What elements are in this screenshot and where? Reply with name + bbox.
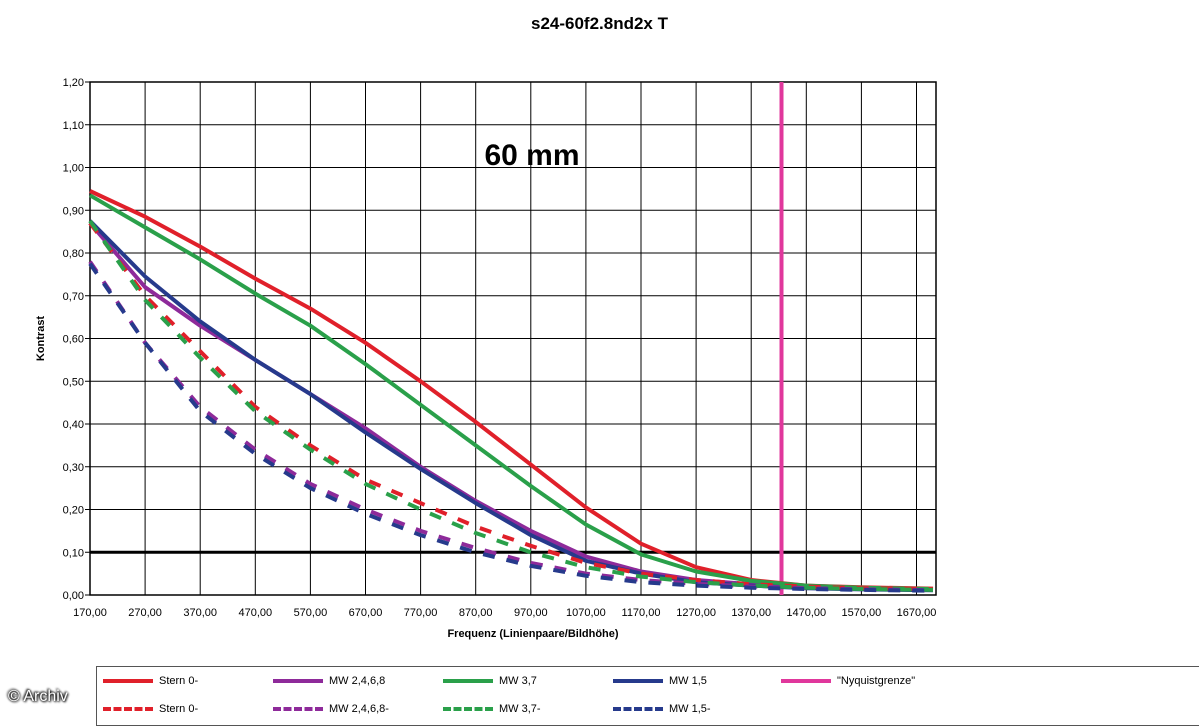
y-tick-label: 0,60	[63, 334, 84, 346]
legend-swatch	[443, 679, 493, 683]
legend-swatch	[273, 679, 323, 683]
x-tick-label: 970,00	[514, 607, 548, 619]
chart-plot: 0,00 0,10 0,20 0,30 0,40 0,50 0,60 0,70 0,80 0,90…	[35, 77, 937, 640]
legend-label: MW 1,5-	[669, 703, 711, 715]
x-tick-label: 670,00	[349, 607, 383, 619]
y-axis-label: Kontrast	[35, 316, 47, 362]
x-tick-label: 1170,00	[622, 607, 661, 619]
legend-swatch	[103, 679, 153, 683]
y-tick-label: 0,50	[63, 376, 84, 388]
y-tick-label: 0,80	[63, 248, 84, 260]
x-tick-label: 170,00	[73, 607, 107, 619]
legend-row-dashed: Stern 0- MW 2,4,6,8- MW 3,7- MW 1,5-	[97, 699, 1199, 719]
y-tick-label: 0,00	[63, 590, 84, 602]
legend-swatch	[443, 707, 493, 711]
legend-label: MW 3,7-	[499, 703, 541, 715]
legend-item: MW 2,4,6,8-	[273, 699, 389, 719]
legend-label: MW 2,4,6,8-	[329, 703, 389, 715]
legend-swatch	[273, 707, 323, 711]
x-tick-label: 370,00	[183, 607, 217, 619]
legend-item: Stern 0-	[103, 671, 198, 691]
legend-swatch	[103, 707, 153, 711]
legend-item: MW 3,7	[443, 671, 537, 691]
legend-swatch	[613, 679, 663, 683]
y-tick-label: 1,10	[63, 120, 84, 132]
series-line-dashed	[88, 219, 934, 592]
legend-label: "Nyquistgrenze"	[837, 675, 916, 687]
y-tick-label: 1,20	[63, 77, 84, 89]
x-tick-label: 1070,00	[566, 607, 606, 619]
y-tick-label: 0,90	[63, 205, 84, 217]
x-tick-label: 470,00	[238, 607, 272, 619]
series-line	[88, 193, 934, 591]
legend-row-solid: Stern 0- MW 2,4,6,8 MW 3,7 MW 1,5 "Nyqui…	[97, 671, 1199, 691]
legend-label: Stern 0-	[159, 675, 199, 687]
x-tick-label: 1370,00	[731, 607, 771, 619]
x-tick-label: 1470,00	[786, 607, 826, 619]
legend-item: Stern 0-	[103, 699, 198, 719]
legend-label: MW 3,7	[499, 675, 537, 687]
x-tick-label: 1670,00	[897, 607, 937, 619]
x-tick-label: 1270,00	[676, 607, 716, 619]
legend-item: MW 1,5	[613, 671, 707, 691]
legend: Stern 0- MW 2,4,6,8 MW 3,7 MW 1,5 "Nyqui…	[96, 666, 1199, 726]
legend-item: MW 1,5-	[613, 699, 711, 719]
copyright-credit: © Archiv	[8, 688, 68, 705]
y-tick-label: 0,70	[63, 291, 84, 303]
legend-swatch	[781, 679, 831, 683]
x-tick-label: 870,00	[459, 607, 493, 619]
x-axis-label: Frequenz (Linienpaare/Bildhöhe)	[447, 628, 618, 640]
y-tick-label: 0,30	[63, 462, 84, 474]
chart-title: s24-60f2.8nd2x T	[530, 14, 668, 33]
y-tick-label: 1,00	[63, 163, 84, 175]
y-tick-label: 0,40	[63, 419, 84, 431]
legend-swatch	[613, 707, 663, 711]
legend-label: Stern 0-	[159, 703, 199, 715]
legend-label: MW 1,5	[669, 675, 707, 687]
plot-frame	[89, 81, 937, 596]
y-tick-label: 0,20	[63, 505, 84, 517]
y-tick-label: 0,10	[63, 547, 84, 559]
x-tick-label: 570,00	[294, 607, 328, 619]
x-tick-label: 1570,00	[842, 607, 882, 619]
x-tick-label: 770,00	[404, 607, 438, 619]
series-line-dashed	[88, 262, 934, 593]
legend-label: MW 2,4,6,8	[329, 675, 386, 687]
legend-item: MW 3,7-	[443, 699, 541, 719]
legend-item: MW 2,4,6,8	[273, 671, 385, 691]
legend-item: "Nyquistgrenze"	[781, 671, 915, 691]
series-line-dashed	[88, 221, 934, 591]
x-tick-label: 270,00	[128, 607, 162, 619]
focal-length-annotation: 60 mm	[484, 139, 579, 172]
